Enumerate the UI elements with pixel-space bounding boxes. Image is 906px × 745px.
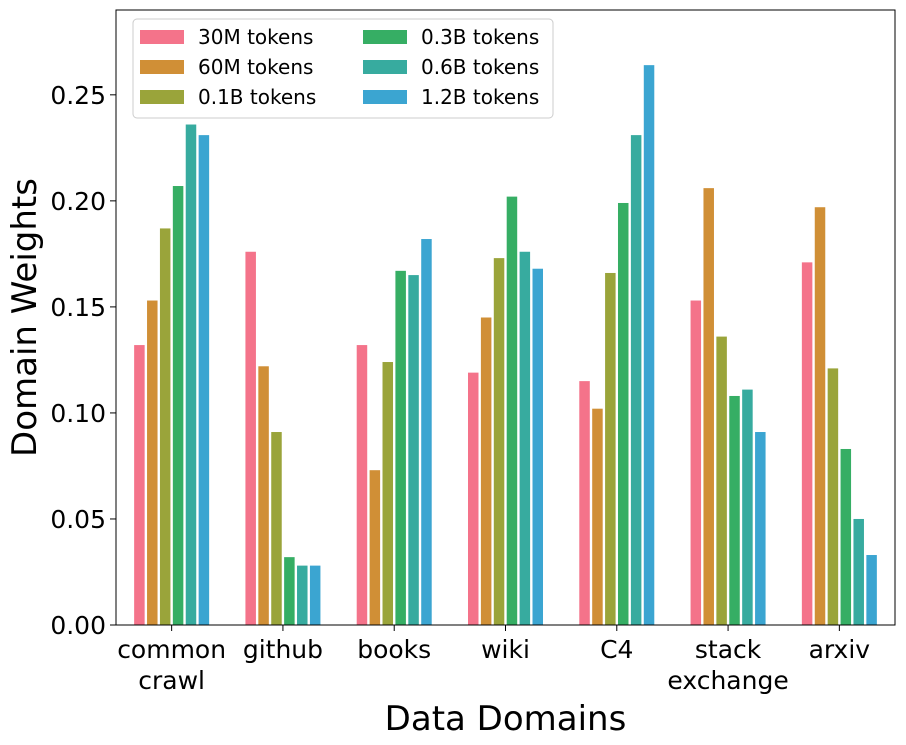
y-tick-label: 0.20 [50,187,106,216]
x-tick-label: common crawl [117,635,226,695]
bar [297,565,308,625]
x-tick-label: wiki [481,635,530,664]
bar [185,124,197,626]
bar [493,258,505,625]
legend-label: 0.3B tokens [421,25,539,49]
bar [579,381,590,625]
bar [532,268,543,625]
bar [840,448,852,625]
x-tick-label: arxiv [809,635,871,664]
bar [592,408,603,625]
x-tick-label: C4 [600,635,633,664]
y-axis-label: Domain Weights [5,178,45,457]
legend-swatch [140,30,184,44]
bar [866,555,877,625]
y-tick-label: 0.10 [50,399,106,428]
bar [421,239,432,625]
legend-label: 0.6B tokens [421,55,539,79]
bar [480,317,492,625]
bar [643,65,655,625]
bar [617,202,629,626]
legend-swatch [363,30,407,44]
bar [690,300,702,625]
bar [605,272,616,625]
bar [408,275,419,625]
bar [147,300,158,625]
legend: 30M tokens 60M tokens 0.1B tokens 0.3B toke… [132,18,554,119]
x-axis-label: Data Domains [385,699,627,739]
bar [468,372,479,625]
x-tick-label: books [357,635,431,664]
y-tick-label: 0.25 [50,81,106,110]
legend-swatch [363,90,407,104]
bar [356,345,368,625]
bar [827,368,839,625]
bar [134,345,145,625]
legend-label: 30M tokens [198,25,313,49]
x-axis: common crawl github books wiki C4 stack exchang… [117,625,870,695]
bar [801,262,813,625]
bar [853,518,864,625]
legend-swatch [140,60,184,74]
bar [729,395,740,625]
bars-group [134,65,877,626]
x-tick-label: github [243,635,323,664]
bar [271,432,282,625]
bar [742,389,753,625]
bar [814,207,826,625]
bar [716,336,727,625]
y-tick-label: 0.15 [50,293,106,322]
bar [309,565,321,625]
legend-label: 60M tokens [198,55,313,79]
bar [630,135,642,625]
bar [369,470,381,625]
y-tick-label: 0.00 [50,611,106,640]
bar [382,362,394,625]
legend-label: 1.2B tokens [421,85,539,109]
legend-label: 0.1B tokens [198,85,316,109]
bar [506,196,518,625]
bar [284,557,295,625]
bar [172,186,184,625]
bar [245,251,256,625]
x-tick-label: stack exchange [667,635,788,695]
legend-swatch [363,60,407,74]
bar [198,135,210,625]
legend-box [132,18,554,119]
legend-swatch [140,90,184,104]
bar [519,251,531,625]
bar [159,228,171,625]
y-axis: 0.00 0.05 0.10 0.15 0.20 0.25 [50,81,116,640]
bar [258,366,269,625]
bar [395,270,406,625]
bar [703,188,714,625]
y-tick-label: 0.05 [50,505,106,534]
bar [755,432,766,625]
